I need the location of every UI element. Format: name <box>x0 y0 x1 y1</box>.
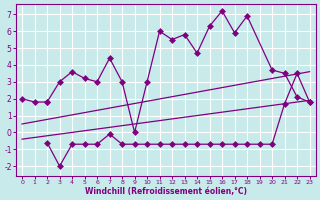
X-axis label: Windchill (Refroidissement éolien,°C): Windchill (Refroidissement éolien,°C) <box>85 187 247 196</box>
